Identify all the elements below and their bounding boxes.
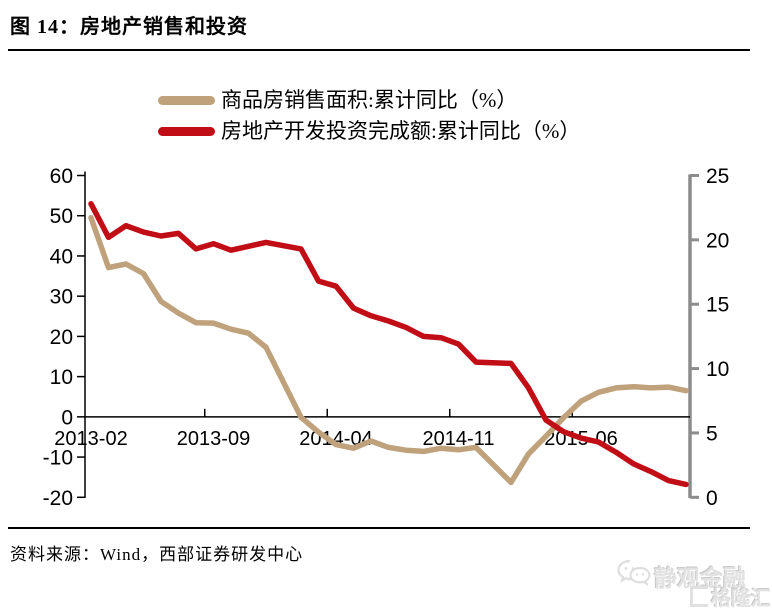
gelonghui-logo-icon xyxy=(690,586,708,607)
left-axis-tick-label: 60 xyxy=(50,165,73,188)
footer-divider xyxy=(8,527,750,529)
chart-legend: 商品房销售面积:累计同比（%） 房地产开发投资完成额:累计同比（%） xyxy=(158,85,580,147)
gelonghui-watermark-text: 格隆汇 xyxy=(711,588,771,610)
investment-line xyxy=(88,201,689,488)
legend-swatch-investment xyxy=(158,127,215,136)
left-axis-tick-label: 50 xyxy=(50,205,73,228)
right-axis-tick-label: 5 xyxy=(706,422,718,445)
left-axis-tick-label: 0 xyxy=(61,406,73,429)
left-axis-tick-label: 40 xyxy=(50,245,73,268)
left-axis-tick-label: -10 xyxy=(43,447,73,470)
right-axis-tick-label: 20 xyxy=(706,229,729,252)
legend-item-sales: 商品房销售面积:累计同比（%） xyxy=(158,85,580,116)
x-axis-tick-label: 2013-02 xyxy=(54,428,127,450)
left-axis-tick-label: 30 xyxy=(50,286,73,309)
legend-item-investment: 房地产开发投资完成额:累计同比（%） xyxy=(158,116,580,147)
gelonghui-watermark: 格隆汇 xyxy=(690,582,771,611)
left-axis-tick-label: 20 xyxy=(50,326,73,349)
x-axis-tick-label: 2013-09 xyxy=(177,428,250,450)
legend-label-sales: 商品房销售面积:累计同比（%） xyxy=(221,88,518,112)
left-axis-tick-label: -20 xyxy=(43,487,73,510)
right-axis-tick-label: 0 xyxy=(706,487,718,510)
left-axis-tick-label: 10 xyxy=(50,366,73,389)
right-axis-tick-label: 15 xyxy=(706,294,729,317)
right-axis-tick-label: 10 xyxy=(706,358,729,381)
legend-label-investment: 房地产开发投资完成额:累计同比（%） xyxy=(221,119,581,143)
source-text: 资料来源：Wind，西部证券研发中心 xyxy=(10,545,304,564)
wechat-icon xyxy=(617,559,651,586)
legend-swatch-sales xyxy=(158,96,215,105)
right-axis: 25 20 15 10 5 0 xyxy=(688,165,729,510)
sales-area-line xyxy=(88,214,689,486)
x-axis-tick-label: 2014-11 xyxy=(423,428,495,450)
title-divider xyxy=(8,49,750,51)
left-axis: 60 50 40 30 20 10 0 -10 -20 xyxy=(43,165,86,510)
right-axis-tick-label: 25 xyxy=(706,165,729,188)
figure-title: 图 14：房地产销售和投资 xyxy=(10,16,248,38)
x-axis: 2013-02 2013-09 2014-04 2014-11 2015-06 xyxy=(54,408,690,450)
